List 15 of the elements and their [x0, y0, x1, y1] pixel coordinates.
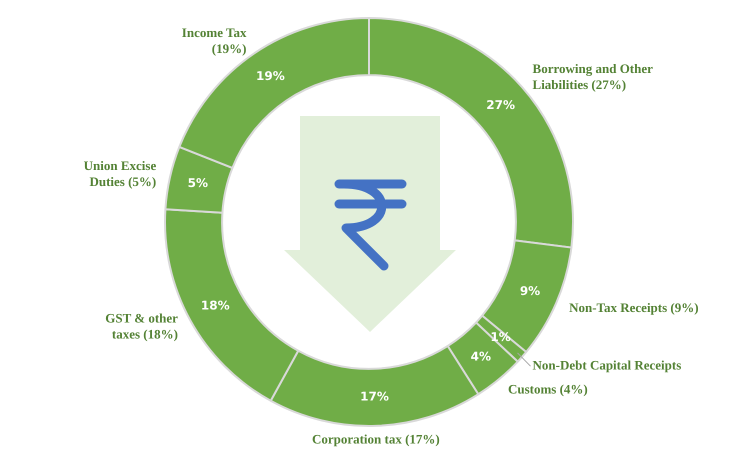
slice-label: Union Excise Duties (5%) — [84, 158, 156, 189]
data-label: 9% — [520, 284, 540, 298]
data-label: 19% — [256, 69, 285, 84]
data-label: 18% — [200, 298, 230, 313]
slice-label: GST & other taxes (18%) — [105, 310, 178, 342]
slice-label: Corporation tax (17%) — [312, 431, 440, 446]
slice-label: Borrowing and Other Liabilities (27%) — [532, 61, 654, 92]
slice-label: Customs (4%) — [508, 381, 588, 396]
data-label: 17% — [360, 389, 389, 404]
slice-label: Non-Tax Receipts (9%) — [569, 300, 699, 315]
data-label: 4% — [470, 349, 492, 364]
slice-label: Non-Debt Capital Receipts — [532, 358, 682, 373]
data-label: 27% — [486, 98, 515, 112]
data-label: 5% — [188, 176, 208, 190]
slice-label: Income Tax (19%) — [182, 25, 247, 56]
